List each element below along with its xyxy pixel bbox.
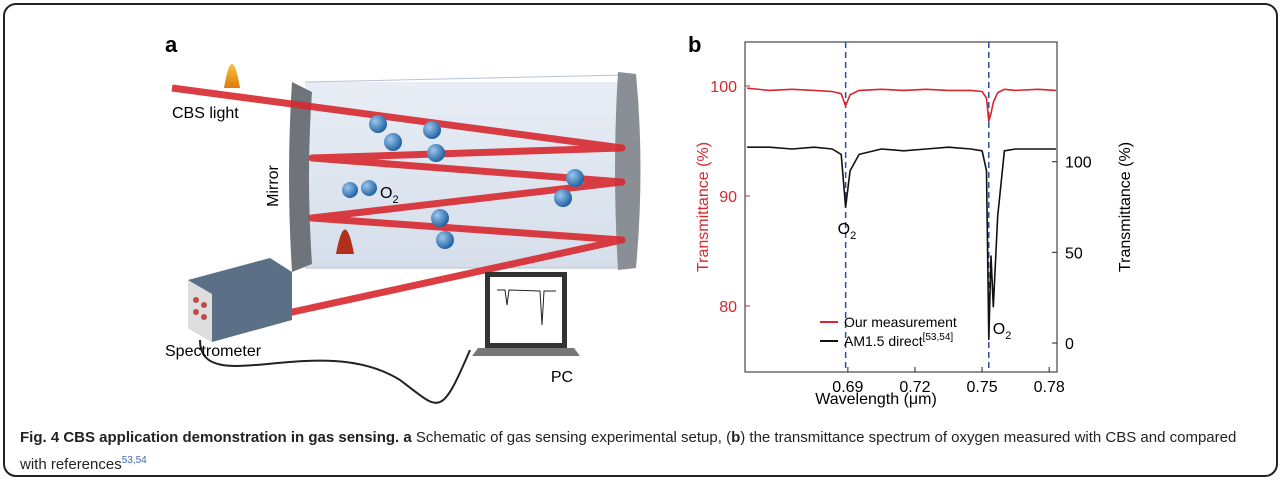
x-tick-label: 0.78 xyxy=(1034,379,1065,396)
legend-sup: [53,54] xyxy=(923,332,954,343)
o2-base: O xyxy=(380,185,392,202)
panel-label: b xyxy=(688,32,701,57)
caption-run: Schematic of gas sensing experimental se… xyxy=(411,429,732,446)
x-tick-label: 0.75 xyxy=(967,379,998,396)
y2-tick-label: 100 xyxy=(1065,155,1092,172)
input-pulse xyxy=(224,64,240,88)
laptop-plot xyxy=(497,289,556,326)
caption-run: b xyxy=(731,429,741,446)
mirror-label: Mirror xyxy=(265,164,282,206)
spectrometer-face xyxy=(188,280,212,342)
caption: Fig. 4 CBS application demonstration in … xyxy=(20,426,1265,476)
caption-run: Fig. 4 CBS application demonstration in … xyxy=(20,429,400,446)
legend-name: AM1.5 direct xyxy=(844,333,923,349)
left-mirror xyxy=(289,82,312,272)
laptop-display xyxy=(490,277,562,343)
x-axis-label: Wavelength (μm) xyxy=(815,391,937,408)
laptop-base xyxy=(472,348,580,356)
dip-label-sub: 2 xyxy=(850,230,856,242)
dip-label: O2 xyxy=(993,321,1012,342)
dip-label-sub: 2 xyxy=(1005,330,1011,342)
y2-tick-label: 50 xyxy=(1065,245,1083,262)
series-line xyxy=(747,87,1056,122)
y-tick-label: 100 xyxy=(710,79,737,96)
output-pulse xyxy=(336,229,354,254)
schematic xyxy=(171,64,641,404)
legend-name: Our measurement xyxy=(844,314,957,330)
pc-label: PC xyxy=(551,369,573,386)
y-tick-label: 80 xyxy=(719,299,737,316)
series-line xyxy=(747,146,1056,341)
cell-edge xyxy=(304,74,626,83)
right-mirror xyxy=(615,72,641,270)
y2-tick-label: 0 xyxy=(1065,336,1074,353)
figure-border xyxy=(3,3,1278,477)
molecules xyxy=(342,115,584,249)
x-tick-label: 0.69 xyxy=(832,379,863,396)
spectrometer-label: Spectrometer xyxy=(165,343,262,360)
o2-sub: 2 xyxy=(392,194,398,206)
o2-label: O2 xyxy=(380,185,399,206)
spectrometer-ports xyxy=(193,297,207,320)
y-tick-label: 90 xyxy=(719,189,737,206)
dip-label: O2 xyxy=(838,221,857,242)
caption-run: ) the transmittance spectrum of oxygen m… xyxy=(20,429,1237,473)
y2-axis-label: Transmittance (%) xyxy=(1117,142,1134,272)
legend-label: AM1.5 direct[53,54] xyxy=(844,332,953,349)
dip-label-base: O xyxy=(993,321,1005,338)
cbs-light-label: CBS light xyxy=(172,105,239,122)
reference-link[interactable]: 53,54 xyxy=(121,455,147,466)
panel-label: a xyxy=(165,32,178,57)
y-axis-label: Transmittance (%) xyxy=(695,142,712,272)
caption-run: a xyxy=(403,429,412,446)
x-tick-label: 0.72 xyxy=(899,379,930,396)
light-path xyxy=(171,84,626,322)
dip-label-base: O xyxy=(838,221,850,238)
legend-label: Our measurement xyxy=(844,314,957,330)
plot-frame xyxy=(744,41,1058,373)
spectrometer-body xyxy=(188,258,292,342)
cable xyxy=(199,339,471,404)
